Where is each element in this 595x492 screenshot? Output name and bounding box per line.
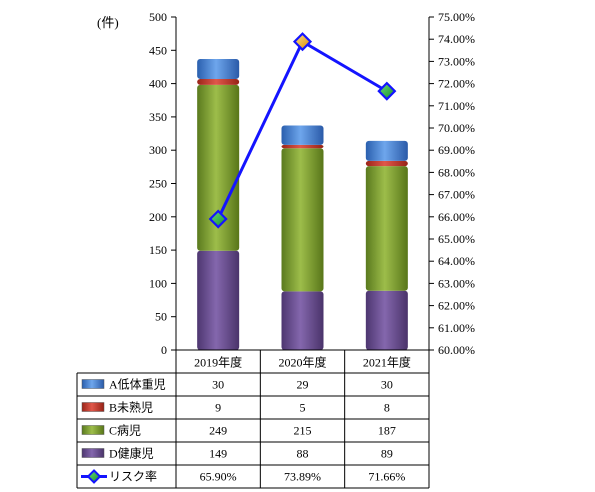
y-tick-label: 200 xyxy=(149,210,167,224)
y2-tick-label: 68.00% xyxy=(438,165,475,179)
y-tick-label: 250 xyxy=(149,177,167,191)
bar-A低体重児-2019年度 xyxy=(197,58,240,79)
y2-tick-label: 73.00% xyxy=(438,54,475,68)
risk-rate-line xyxy=(208,32,397,229)
legend-key-D健康児 xyxy=(81,448,105,458)
y-axis-unit-label: (件) xyxy=(97,15,119,30)
y-tick-label: 150 xyxy=(149,243,167,257)
y2-tick-label: 67.00% xyxy=(438,188,475,202)
table-value: 5 xyxy=(300,401,306,415)
y2-tick-label: 63.00% xyxy=(438,276,475,290)
table-value: 249 xyxy=(209,424,227,438)
y-tick-label: 500 xyxy=(149,10,167,24)
legend-key-marker xyxy=(86,469,102,484)
table-value: 8 xyxy=(384,401,390,415)
y2-tick-label: 70.00% xyxy=(438,121,475,135)
table-value: 187 xyxy=(378,424,396,438)
legend-key-B未熟児 xyxy=(81,402,105,412)
bar-D健康児-2020年度 xyxy=(281,291,324,350)
legend-label: B未熟児 xyxy=(109,400,153,415)
bar-A低体重児-2021年度 xyxy=(365,140,408,161)
data-table: 2019年度 2020年度 2021年度 A低体重児 30 29 30 B未熟児 9 5 8 C病児 2… xyxy=(76,349,430,489)
y-tick-label: 350 xyxy=(149,110,167,124)
table-value: 88 xyxy=(297,447,309,461)
y2-tick-label: 60.00% xyxy=(438,343,475,357)
bar-D健康児-2019年度 xyxy=(197,250,240,350)
bar-C病児-2020年度 xyxy=(281,148,324,292)
legend-key-C病児 xyxy=(81,425,105,435)
bar-B未熟児-2021年度 xyxy=(365,160,408,167)
table-value: 89 xyxy=(381,447,393,461)
y2-tick-label: 64.00% xyxy=(438,254,475,268)
y2-tick-label: 71.00% xyxy=(438,99,475,113)
bar-B未熟児-2020年度 xyxy=(281,144,324,149)
legend-label: リスク率 xyxy=(109,469,157,484)
legend-label: A低体重児 xyxy=(109,378,166,392)
table-value: 215 xyxy=(294,424,312,438)
x-tick-label: 2019年度 xyxy=(194,355,242,370)
y2-tick-label: 61.00% xyxy=(438,321,475,335)
table-value: 73.89% xyxy=(284,470,321,484)
bar-A低体重児-2020年度 xyxy=(281,125,324,145)
table-value: 30 xyxy=(212,378,224,392)
legend-key-A低体重児 xyxy=(81,379,105,389)
stacked-bars xyxy=(197,58,408,350)
y2-tick-label: 72.00% xyxy=(438,77,475,91)
y-tick-label: 450 xyxy=(149,43,167,57)
y-axis: 0 50 100 150 200 250 300 350 400 450 500 xyxy=(149,10,176,357)
y2-tick-label: 62.00% xyxy=(438,299,475,313)
risk-rate-point-2019年度 xyxy=(208,209,228,229)
table-value: 149 xyxy=(209,447,227,461)
y-tick-label: 50 xyxy=(155,310,167,324)
x-tick-label: 2020年度 xyxy=(278,355,326,370)
y2-tick-label: 65.00% xyxy=(438,232,475,246)
table-value: 9 xyxy=(215,401,221,415)
risk-rate-point-2020年度 xyxy=(292,32,313,52)
bar-C病児-2021年度 xyxy=(365,166,408,291)
table-value: 30 xyxy=(381,378,393,392)
table-value: 71.66% xyxy=(368,470,405,484)
bar-D健康児-2021年度 xyxy=(365,290,408,350)
y-tick-label: 400 xyxy=(149,77,167,91)
y-tick-label: 0 xyxy=(161,343,167,357)
legend-label: C病児 xyxy=(109,423,141,438)
y-tick-label: 300 xyxy=(149,143,167,157)
y2-tick-label: 74.00% xyxy=(438,32,475,46)
bar-C病児-2019年度 xyxy=(197,84,240,251)
bar-B未熟児-2019年度 xyxy=(197,78,240,85)
x-tick-label: 2021年度 xyxy=(363,355,411,370)
table-value: 65.90% xyxy=(200,470,237,484)
y2-tick-label: 69.00% xyxy=(438,143,475,157)
table-value: 29 xyxy=(297,378,309,392)
y2-tick-label: 75.00% xyxy=(438,10,475,24)
risk-rate-point-2021年度 xyxy=(377,81,397,101)
secondary-y-axis: 60.00% 61.00% 62.00% 63.00% 64.00% 65.00% 66.0… xyxy=(429,10,475,357)
legend-label: D健康児 xyxy=(109,446,154,461)
y2-tick-label: 66.00% xyxy=(438,210,475,224)
y-tick-label: 100 xyxy=(149,276,167,290)
